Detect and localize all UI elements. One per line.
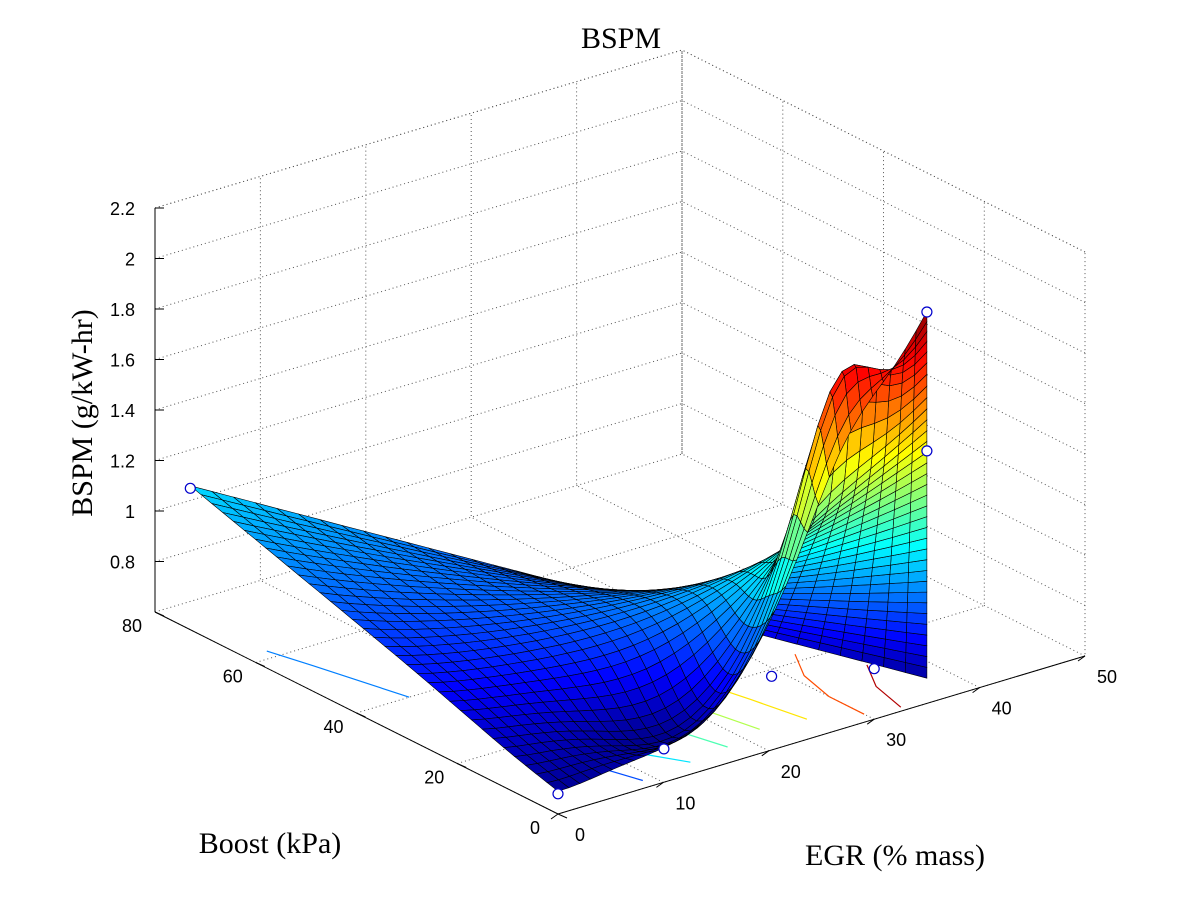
grid-line-z <box>154 200 1086 404</box>
grid-line-x <box>576 81 980 689</box>
surface-face <box>848 592 870 603</box>
x-tick-mark <box>972 687 980 694</box>
y-tick-label: 40 <box>323 717 343 737</box>
measured-point <box>765 670 778 682</box>
y-tick-label: 20 <box>424 768 444 788</box>
grid-line-x <box>259 176 664 783</box>
measured-points <box>184 306 933 800</box>
z-tick-label: 2.2 <box>110 199 135 219</box>
grid-line-z <box>154 402 1086 606</box>
surface-face <box>850 584 871 594</box>
x-axis-line <box>557 655 1086 815</box>
surface-face <box>827 600 850 610</box>
y-tick-mark <box>356 712 366 718</box>
grid-line-z <box>154 301 1086 505</box>
surface-face <box>887 592 909 603</box>
y-axis-label: Boost (kPa) <box>199 827 342 860</box>
z-tick-label: 1.2 <box>110 452 135 472</box>
y-tick-mark <box>457 763 467 768</box>
measured-point <box>658 743 670 755</box>
grid-line-x <box>681 50 1086 657</box>
x-tick-mark <box>656 781 664 788</box>
grid-line-top <box>154 49 1086 253</box>
measured-point <box>921 445 933 457</box>
tick-labels: 0 10 20 30 40 50 0 20 40 60 80 0.8 1 1.2 1.4 1.6 1.8 2 2.2 <box>110 199 1117 845</box>
measured-point <box>184 482 196 494</box>
surface-face <box>808 599 831 608</box>
grid-line-z <box>154 251 1086 455</box>
y-tick-label: 80 <box>122 616 142 636</box>
grid-line-z <box>154 150 1086 354</box>
y-tick-mark <box>154 611 165 617</box>
chart-title: BSPM <box>581 22 661 55</box>
z-tick-label: 0.8 <box>110 553 135 573</box>
x-tick-label: 50 <box>1097 667 1117 687</box>
x-tick-mark <box>1077 655 1086 662</box>
measured-point <box>552 788 564 800</box>
surface-face <box>846 608 868 620</box>
grid-line-x <box>470 113 875 720</box>
x-tick-mark <box>761 750 770 757</box>
surface-mesh <box>190 310 928 792</box>
y-tick-mark <box>557 813 568 819</box>
x-tick-mark <box>550 813 559 820</box>
surface-face <box>886 610 908 623</box>
grid-line-z <box>154 49 1086 253</box>
surface-face <box>888 582 909 594</box>
y-tick-label: 60 <box>223 667 243 687</box>
z-tick-label: 1.6 <box>110 351 135 371</box>
surface-face <box>847 600 869 611</box>
y-tick-mark <box>255 662 265 667</box>
grid-line-x <box>365 144 770 752</box>
surface-face <box>809 593 832 601</box>
x-tick-label: 20 <box>781 762 801 782</box>
z-tick-label: 2 <box>125 250 135 270</box>
surface-face <box>811 586 834 594</box>
surface-face <box>830 585 853 594</box>
surface-face <box>869 583 890 594</box>
x-tick-label: 0 <box>575 825 585 845</box>
grid-line-z <box>154 99 1086 303</box>
z-axis-label: BSPM (g/kW-hr) <box>66 309 99 517</box>
surface-face <box>907 580 928 593</box>
z-tick-label: 1 <box>125 502 135 522</box>
grid-line-y <box>154 50 683 613</box>
measured-point <box>921 306 933 318</box>
y-tick-label: 0 <box>530 818 540 838</box>
x-tick-label: 30 <box>886 730 906 750</box>
surface-face <box>907 591 928 604</box>
axis-lines <box>154 207 1086 820</box>
x-tick-label: 40 <box>992 699 1012 719</box>
contour-line <box>266 650 410 698</box>
surface-face <box>867 601 889 612</box>
surface-face <box>906 602 928 614</box>
surface-face <box>829 593 851 602</box>
surface-face <box>906 612 928 625</box>
measured-point <box>868 663 880 675</box>
x-axis-label: EGR (% mass) <box>805 839 985 872</box>
z-tick-label: 1.4 <box>110 401 135 421</box>
surface-face <box>788 598 811 607</box>
surface-face <box>868 592 890 603</box>
surface-face <box>546 779 570 792</box>
surface-face <box>866 609 888 621</box>
surface-face <box>790 593 813 601</box>
x-tick-mark <box>866 718 875 725</box>
contour-line <box>794 653 865 715</box>
surface-face <box>887 601 908 613</box>
x-tick-label: 10 <box>675 793 695 813</box>
z-tick-label: 1.8 <box>110 300 135 320</box>
